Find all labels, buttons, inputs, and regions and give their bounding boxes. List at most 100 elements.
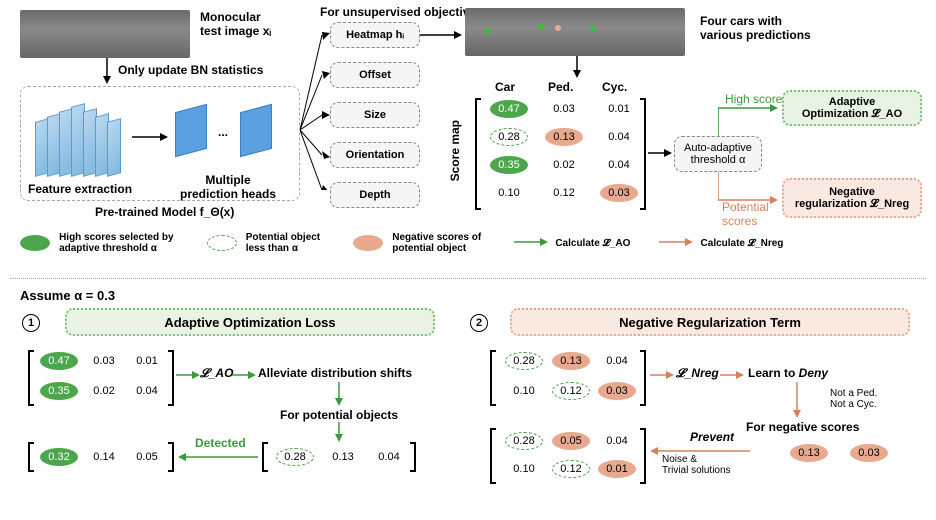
neg-reg-box: Negative regularization 𝓛_Nreg — [782, 178, 922, 218]
legend-green-dash — [207, 235, 237, 251]
prediction-heads-label: Multiple prediction heads — [180, 173, 276, 201]
ao-m1-11: 0.02 — [85, 382, 123, 400]
test-image — [20, 10, 190, 58]
orientation-box: Orientation — [330, 142, 420, 168]
arrows-to-outputs — [300, 30, 330, 190]
nr-m2-01: 0.05 — [552, 432, 590, 450]
prevent-label: Prevent — [690, 430, 734, 444]
alleviate-label: Alleviate distribution shifts — [258, 366, 412, 380]
nr-br1 — [640, 350, 646, 406]
ao-m2-00: 0.32 — [40, 448, 78, 466]
dot1 — [485, 28, 491, 34]
ao-arr2 — [232, 368, 256, 382]
four-cars-label: Four cars with various predictions — [700, 14, 811, 42]
legend-calc-ao: Calculate 𝓛_AO — [555, 238, 630, 249]
nr-m2-12: 0.01 — [598, 460, 636, 478]
unsupervised-label: For unsupervised objectives — [320, 5, 483, 19]
ao-m3-01: 0.13 — [324, 448, 362, 466]
s31: 0.12 — [545, 184, 583, 202]
high-scores-label: High scores — [725, 92, 788, 106]
legend-orange-oval — [353, 235, 383, 251]
arrow-high-scores — [718, 100, 778, 140]
learn-deny-label: Learn to Deny — [748, 366, 828, 380]
ao-arr3 — [332, 382, 346, 406]
lao-label: 𝓛_AO — [200, 366, 233, 381]
ellipsis: ... — [218, 125, 228, 139]
ao-m1-01: 0.03 — [85, 352, 123, 370]
s01: 0.03 — [545, 100, 583, 118]
feature-extraction-label: Feature extraction — [28, 182, 132, 196]
ao-m1-02: 0.01 — [128, 352, 166, 370]
legend-calc-nreg: Calculate 𝓛_Nreg — [701, 238, 784, 249]
ao-arr1 — [176, 368, 200, 382]
arrow-right-1 — [132, 130, 168, 144]
s11: 0.13 — [545, 128, 583, 146]
depth-box: Depth — [330, 182, 420, 208]
s22: 0.04 — [600, 156, 638, 174]
nr-m1-11: 0.12 — [552, 382, 590, 400]
s10: 0.28 — [490, 128, 528, 146]
noise-trivial: Noise & Trivial solutions — [662, 454, 731, 476]
ao-m2-02: 0.05 — [128, 448, 166, 466]
ao-m1-00: 0.47 — [40, 352, 78, 370]
size-box: Size — [330, 102, 420, 128]
ao-bl2 — [28, 442, 34, 472]
adaptive-opt-box: Adaptive Optimization 𝓛_AO — [782, 90, 922, 126]
auto-threshold-box: Auto-adaptive threshold α — [674, 136, 762, 172]
arrow-heatmap-right — [420, 28, 462, 42]
nr-arr3 — [790, 382, 804, 418]
legend-high: High scores selected by adaptive thresho… — [59, 232, 174, 254]
ao-m2-01: 0.14 — [85, 448, 123, 466]
detected-label: Detected — [195, 436, 246, 450]
legend-neg: Negative scores of potential object — [392, 232, 481, 254]
nr-bl2 — [490, 428, 496, 484]
ao-m3-02: 0.04 — [370, 448, 408, 466]
s30: 0.10 — [490, 184, 528, 202]
for-neg-label: For negative scores — [746, 420, 859, 434]
legend-green-oval — [20, 235, 50, 251]
legend-arrow-orange — [659, 239, 693, 251]
legend-potential: Potential object less than α — [246, 232, 320, 254]
nr-bl1 — [490, 350, 496, 406]
ao-br3 — [410, 442, 416, 472]
heatmap-box: Heatmap hᵢ — [330, 22, 420, 48]
nr-m2-11: 0.12 — [552, 460, 590, 478]
panel2-title: Negative Regularization Term — [510, 308, 910, 336]
arrow-to-threshold — [648, 146, 672, 160]
ao-br2 — [168, 442, 174, 472]
not-ped-cyc: Not a Ped. Not a Cyc. — [830, 388, 877, 410]
legend-row: High scores selected by adaptive thresho… — [20, 232, 916, 272]
divider — [10, 278, 926, 279]
negval1: 0.13 — [790, 444, 828, 462]
circle-1: 1 — [22, 314, 40, 332]
nr-m2-00: 0.28 — [505, 432, 543, 450]
col-ped: Ped. — [548, 80, 573, 94]
nr-m1-00: 0.28 — [505, 352, 543, 370]
offset-box: Offset — [330, 62, 420, 88]
bn-update-label: Only update BN statistics — [118, 63, 263, 77]
nr-m1-02: 0.04 — [598, 352, 636, 370]
col-cyc: Cyc. — [602, 80, 627, 94]
arrow-down-1 — [100, 58, 114, 84]
ao-m1-10: 0.35 — [40, 382, 78, 400]
s00: 0.47 — [490, 100, 528, 118]
dot3 — [555, 25, 561, 31]
nr-m1-01: 0.13 — [552, 352, 590, 370]
s32: 0.03 — [600, 184, 638, 202]
ao-arr5 — [332, 422, 346, 442]
ao-br1 — [168, 350, 174, 406]
arrow-down-2 — [570, 56, 584, 78]
ao-bl1 — [28, 350, 34, 406]
lnreg-label: 𝓛_Nreg — [676, 366, 719, 381]
pretrained-model-label: Pre-trained Model f_Θ(x) — [95, 205, 234, 219]
test-image-label: Monocular test image xᵢ — [200, 10, 271, 38]
bracket-l1 — [475, 98, 481, 210]
assume-label: Assume α = 0.3 — [20, 288, 115, 303]
potential-scores-label: Potential scores — [722, 200, 769, 228]
ao-arr4 — [178, 450, 258, 464]
nr-arr1 — [650, 368, 674, 382]
dot4 — [590, 25, 596, 31]
nr-br2 — [640, 428, 646, 484]
negval2: 0.03 — [850, 444, 888, 462]
s21: 0.02 — [545, 156, 583, 174]
